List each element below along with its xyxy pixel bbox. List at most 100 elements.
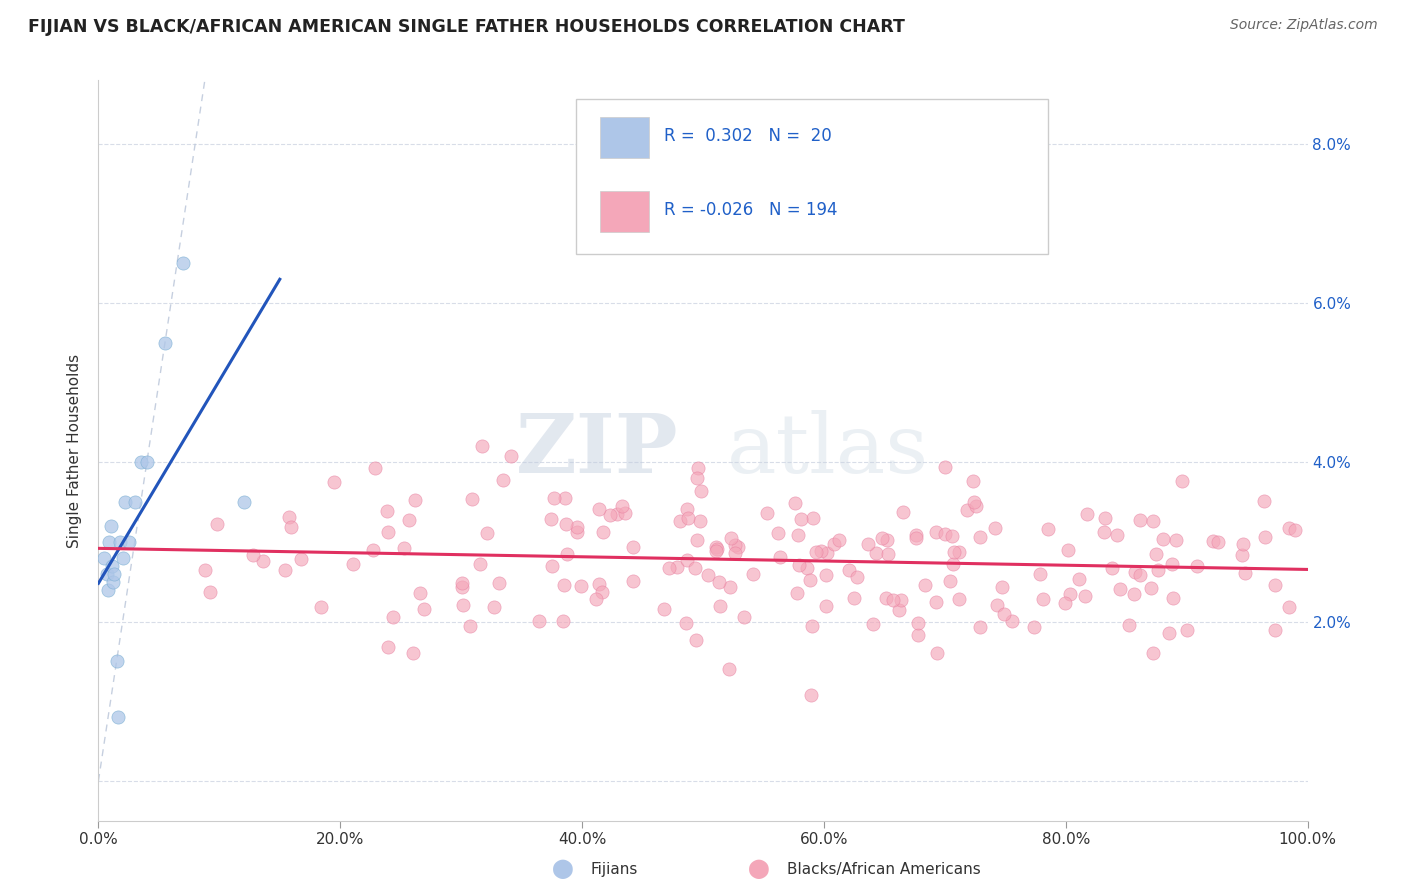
Point [1164,533,1187,548]
Point [810,544,832,558]
Point [801,619,824,633]
Point [1202,534,1225,549]
Point [111,550,134,565]
Point [665,560,688,574]
Point [1264,578,1286,592]
Point [734,609,756,624]
Point [842,591,865,606]
Point [1129,567,1152,582]
Point [1159,626,1181,640]
Point [1284,524,1306,538]
Point [709,599,731,613]
Point [252,554,274,568]
Point [907,616,929,631]
Point [451,580,474,594]
Point [492,473,515,487]
Point [554,516,576,531]
Point [891,505,914,519]
Point [290,552,312,566]
Point [1233,566,1256,581]
Point [553,577,575,591]
Point [1092,524,1115,539]
Point [97,582,120,597]
Point [814,568,837,582]
Point [925,524,948,539]
Text: ZIP: ZIP [516,410,679,491]
Point [114,495,136,509]
Point [477,526,499,541]
Point [969,620,991,634]
Point [689,514,711,528]
Point [718,580,741,594]
Point [1175,623,1198,637]
Point [1278,600,1301,615]
Point [965,499,987,513]
Point [242,549,264,563]
Point [1142,647,1164,661]
Point [1057,542,1080,557]
Text: FIJIAN VS BLACK/AFRICAN AMERICAN SINGLE FATHER HOUSEHOLDS CORRELATION CHART: FIJIAN VS BLACK/AFRICAN AMERICAN SINGLE … [28,18,905,36]
Point [108,535,131,549]
Point [706,542,728,557]
Y-axis label: Single Father Households: Single Father Households [67,353,83,548]
Point [408,586,430,600]
Point [934,459,956,474]
Point [1278,521,1301,535]
Point [870,531,893,545]
Point [96,566,118,581]
Point [846,570,869,584]
Point [676,553,699,567]
Point [621,541,644,555]
Point [394,541,416,556]
FancyBboxPatch shape [576,99,1047,254]
Point [280,520,302,534]
Point [943,545,966,559]
Point [1142,514,1164,528]
Point [451,576,474,591]
Point [828,533,851,547]
Point [375,504,398,518]
Point [565,520,588,534]
Point [814,599,837,613]
Point [100,558,122,573]
Point [815,546,838,560]
Point [1001,614,1024,628]
Point [969,530,991,544]
Point [404,492,426,507]
Point [377,525,399,540]
Point [1147,563,1170,577]
Point [484,599,506,614]
Point [101,574,124,589]
Point [124,495,146,509]
Point [527,614,550,628]
Point [887,603,910,617]
Point [688,461,710,475]
Point [905,531,928,545]
Point [704,544,727,558]
Text: ⬤: ⬤ [748,860,770,880]
Point [591,585,613,599]
Point [1074,589,1097,603]
Point [1109,582,1132,596]
Point [993,607,1015,621]
Point [198,585,221,599]
Point [948,592,970,607]
Point [1232,536,1254,550]
Point [402,647,425,661]
Point [554,491,576,505]
Text: Blacks/African Americans: Blacks/African Americans [787,863,981,877]
Point [623,574,645,588]
Point [1171,474,1194,488]
Point [786,527,808,541]
Text: R =  0.302   N =  20: R = 0.302 N = 20 [664,127,832,145]
Point [956,502,979,516]
Point [652,602,675,616]
Point [1118,618,1140,632]
Point [875,591,897,605]
Point [153,336,176,351]
Point [278,510,301,524]
Point [934,526,956,541]
Point [412,602,434,616]
Point [1101,561,1123,575]
Point [790,512,813,526]
